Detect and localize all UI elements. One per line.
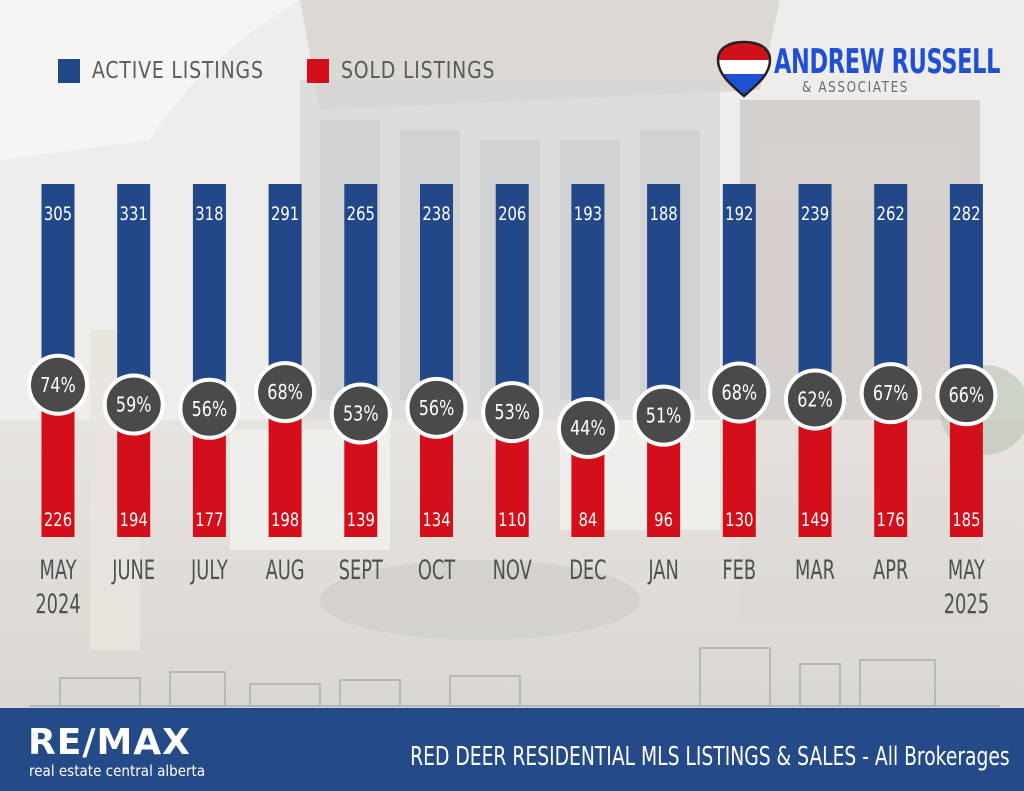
ratio-badge [405, 376, 468, 439]
active-value-label: 193 [574, 203, 602, 225]
bar-active [268, 184, 302, 395]
brand-emblem-icon [716, 40, 772, 98]
month-label: MAY [39, 555, 77, 586]
active-value-label: 265 [347, 203, 375, 225]
year-label: 2024 [35, 589, 80, 620]
active-value-label: 192 [725, 203, 753, 225]
ratio-label: 74% [40, 374, 76, 397]
sold-value-label: 110 [498, 509, 526, 531]
active-value-label: 188 [649, 203, 677, 225]
bar-active [117, 184, 151, 407]
bar-active [949, 184, 983, 398]
month-label: SEPT [339, 555, 384, 586]
bar-active [495, 184, 529, 415]
ratio-badge [784, 368, 846, 431]
ratio-badge [556, 396, 619, 459]
sold-value-label: 198 [271, 509, 299, 531]
ratio-label: 53% [494, 401, 530, 424]
ratio-badge [935, 364, 998, 427]
year-label: 2025 [944, 589, 989, 620]
month-label: APR [873, 555, 908, 586]
sold-value-label: 185 [952, 509, 980, 531]
sold-value-label: 139 [347, 509, 375, 531]
legend-sold: SOLD LISTINGS [307, 55, 529, 87]
sold-value-label: 96 [654, 509, 673, 531]
legend-active-label: ACTIVE LISTINGS [92, 58, 264, 84]
active-value-label: 305 [44, 203, 72, 225]
active-value-label: 331 [120, 203, 148, 225]
ratio-badge [859, 362, 922, 425]
ratio-badge [632, 384, 695, 447]
ratio-badge [254, 361, 317, 424]
ratio-label: 68% [722, 382, 758, 405]
bar-active [798, 184, 832, 402]
bar-active [420, 184, 453, 410]
month-label: MAR [795, 555, 835, 586]
sold-value-label: 194 [120, 509, 148, 531]
bar-active [874, 184, 908, 396]
ratio-label: 53% [343, 403, 379, 426]
ratio-label: 44% [570, 417, 606, 440]
brand-name: ANDREW RUSSELL [774, 42, 1001, 82]
active-value-label: 282 [952, 203, 980, 225]
active-value-label: 206 [498, 203, 526, 225]
ratio-label: 62% [797, 389, 833, 412]
sold-value-label: 84 [578, 509, 597, 531]
ratio-label: 56% [192, 398, 228, 421]
bar-active [571, 184, 605, 430]
active-value-label: 262 [877, 203, 905, 225]
active-value-label: 239 [801, 203, 829, 225]
legend-active-swatch [58, 59, 80, 83]
month-label: MAY [948, 555, 986, 586]
ratio-label: 66% [949, 384, 985, 407]
ratio-badge [178, 377, 241, 440]
ratio-badge [102, 373, 165, 436]
remax-logo-subtitle: real estate central alberta [29, 762, 206, 780]
month-label: NOV [493, 555, 532, 586]
remax-logo: RE/MAX [28, 722, 191, 763]
month-label: DEC [569, 555, 606, 586]
bar-active [192, 184, 226, 411]
ratio-badge [708, 361, 771, 424]
ratio-label: 59% [116, 394, 152, 417]
sold-value-label: 130 [725, 509, 753, 531]
bar-active [41, 184, 75, 387]
active-value-label: 291 [271, 203, 299, 225]
month-label: AUG [266, 555, 305, 586]
sold-value-label: 176 [877, 509, 905, 531]
brand-logo: ANDREW RUSSELL & ASSOCIATES [716, 40, 1016, 100]
active-value-label: 238 [422, 203, 450, 225]
ratio-badge [27, 353, 89, 416]
bar-active [647, 184, 681, 418]
ratio-label: 67% [873, 382, 909, 405]
sold-value-label: 149 [801, 509, 829, 531]
month-label: FEB [722, 555, 756, 586]
month-label: JULY [189, 555, 228, 586]
legend-sold-swatch [307, 59, 329, 83]
ratio-badge [329, 382, 392, 445]
stacked-bar-chart: 30522674%MAY202433119459%JUNE31817756%JU… [27, 184, 998, 620]
ratio-label: 51% [646, 405, 682, 428]
bar-active [722, 184, 756, 395]
legend-sold-label: SOLD LISTINGS [341, 58, 496, 84]
ratio-label: 56% [419, 397, 455, 420]
footer-bar: RE/MAX real estate central alberta RED D… [0, 708, 1024, 791]
legend-active: ACTIVE LISTINGS [58, 55, 301, 87]
footer-title: RED DEER RESIDENTIAL MLS LISTINGS & SALE… [410, 742, 1010, 772]
brand-subtitle: & ASSOCIATES [802, 78, 909, 96]
sold-value-label: 177 [195, 509, 223, 531]
month-label: JUNE [111, 555, 155, 586]
active-value-label: 318 [195, 203, 223, 225]
sold-value-label: 226 [44, 509, 72, 531]
bar-active [344, 184, 378, 416]
sold-value-label: 134 [422, 509, 450, 531]
ratio-badge [481, 381, 544, 444]
month-label: JAN [647, 555, 679, 586]
month-label: OCT [418, 555, 456, 586]
ratio-label: 68% [267, 381, 303, 404]
